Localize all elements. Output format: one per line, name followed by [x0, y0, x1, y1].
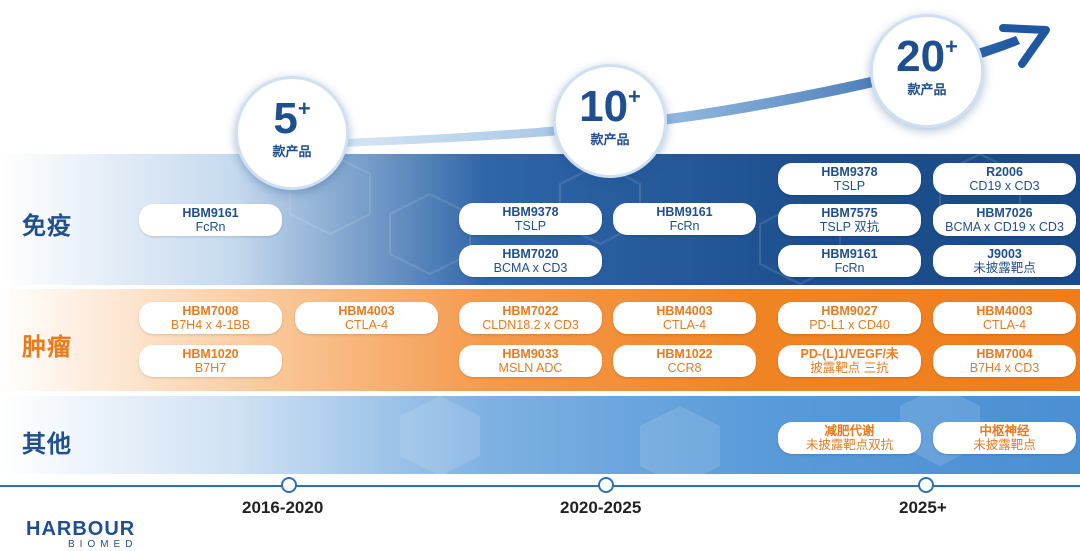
product-card: HBM7008 B7H4 x 4-1BB: [139, 302, 282, 334]
bubble-label: 款产品: [272, 144, 312, 159]
hexagon-pattern: [400, 396, 980, 474]
logo-subtext: BIOMED: [68, 539, 138, 550]
product-card: PD-(L)1/VEGF/未 披露靶点 三抗: [778, 345, 921, 377]
product-card: HBM9161 FcRn: [778, 245, 921, 277]
timeline-period: 2020-2025: [560, 498, 642, 517]
product-card: HBM9161 FcRn: [613, 203, 756, 235]
product-card: HBM7022 CLDN18.2 x CD3: [459, 302, 602, 334]
logo-wordmark: HARBOUR: [26, 518, 136, 540]
product-card: HBM9033 MSLN ADC: [459, 345, 602, 377]
timeline-axis: [0, 485, 1080, 487]
growth-bubble-10: 10+ 款产品: [553, 64, 667, 178]
product-card: HBM7020 BCMA x CD3: [459, 245, 602, 277]
product-card: HBM7575 TSLP 双抗: [778, 204, 921, 236]
timeline-marker: [918, 477, 934, 493]
product-card: HBM9027 PD-L1 x CD40: [778, 302, 921, 334]
product-card: J9003 未披露靶点: [933, 245, 1076, 277]
row-label-oncology: 肿瘤: [22, 334, 72, 361]
timeline-period: 2016-2020: [242, 498, 324, 517]
product-card: R2006 CD19 x CD3: [933, 163, 1076, 195]
product-card: HBM1022 CCR8: [613, 345, 756, 377]
bubble-label: 款产品: [907, 82, 947, 97]
product-card: HBM1020 B7H7: [139, 345, 282, 377]
timeline-marker: [598, 477, 614, 493]
bubble-count: 5+: [273, 94, 311, 143]
product-card: 减肥代谢 未披露靶点双抗: [778, 422, 921, 454]
growth-bubble-20: 20+ 款产品: [870, 14, 984, 128]
product-card: HBM9161 FcRn: [139, 204, 282, 236]
product-card: HBM4003 CTLA-4: [613, 302, 756, 334]
timeline-marker: [281, 477, 297, 493]
product-card: HBM7026 BCMA x CD19 x CD3: [933, 204, 1076, 236]
bubble-count: 10+: [579, 82, 641, 131]
row-label-immune: 免疫: [22, 213, 72, 240]
row-label-other: 其他: [22, 431, 72, 458]
product-card: HBM9378 TSLP: [459, 203, 602, 235]
product-card: 中枢神经 未披露靶点: [933, 422, 1076, 454]
growth-arrow: [340, 24, 1050, 147]
product-card: HBM7004 B7H4 x CD3: [933, 345, 1076, 377]
product-card: HBM4003 CTLA-4: [933, 302, 1076, 334]
timeline-period: 2025+: [899, 498, 947, 517]
bubble-count: 20+: [896, 32, 958, 81]
company-logo: HARBOUR BIOMED: [26, 519, 137, 550]
product-card: HBM4003 CTLA-4: [295, 302, 438, 334]
growth-bubble-5: 5+ 款产品: [235, 76, 349, 190]
product-card: HBM9378 TSLP: [778, 163, 921, 195]
bubble-label: 款产品: [590, 132, 630, 147]
